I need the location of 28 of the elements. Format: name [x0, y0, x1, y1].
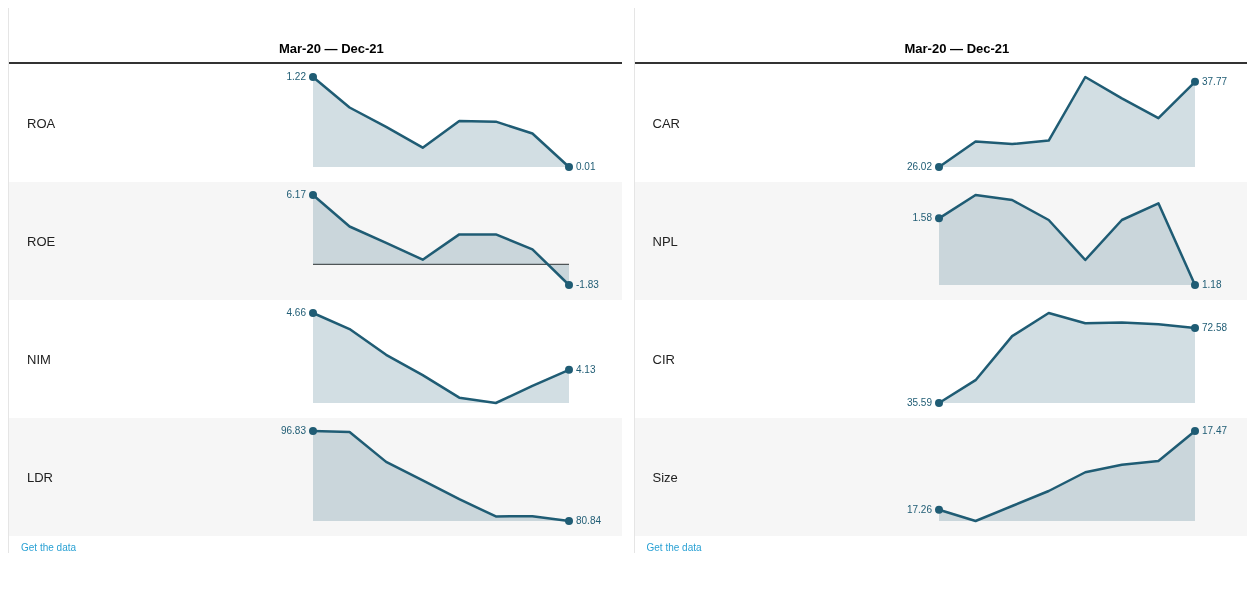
data-label: 26.02 [906, 160, 932, 172]
data-label: 72.58 [1201, 321, 1227, 333]
y-axis-title: CIR [651, 351, 676, 367]
y-axis-title: ROE [26, 233, 57, 249]
data-label: 6.17 [286, 188, 307, 200]
text: Get the data [646, 542, 702, 553]
data-label: 0.01 [576, 160, 596, 172]
data-label: 96.83 [280, 424, 307, 436]
y-axis-title: LDR [26, 469, 54, 485]
y-axis-title: ROA [26, 115, 57, 131]
text: Get the data [21, 542, 77, 553]
y-axis-title: NPL [651, 233, 679, 249]
data-label: 17.47 [1201, 424, 1227, 436]
data-label: -1.83 [576, 278, 600, 290]
data-label: 1.22 [286, 70, 307, 82]
y-axis-title: Size [651, 469, 679, 485]
chart-title: Mar-20 — Dec-21 [904, 41, 1010, 56]
data-label: 80.84 [576, 514, 602, 526]
data-label: 4.66 [286, 306, 307, 318]
data-label: 4.13 [576, 363, 596, 375]
data-label: 1.58 [912, 212, 932, 224]
data-label: 17.26 [906, 503, 932, 515]
y-axis-title: CAR [651, 115, 681, 131]
data-label: 35.59 [906, 396, 932, 408]
chart-title: Mar-20 — Dec-21 [279, 41, 384, 56]
data-label: 1.18 [1201, 278, 1222, 290]
y-axis-title: NIM [26, 351, 52, 367]
data-label: 37.77 [1201, 75, 1227, 87]
